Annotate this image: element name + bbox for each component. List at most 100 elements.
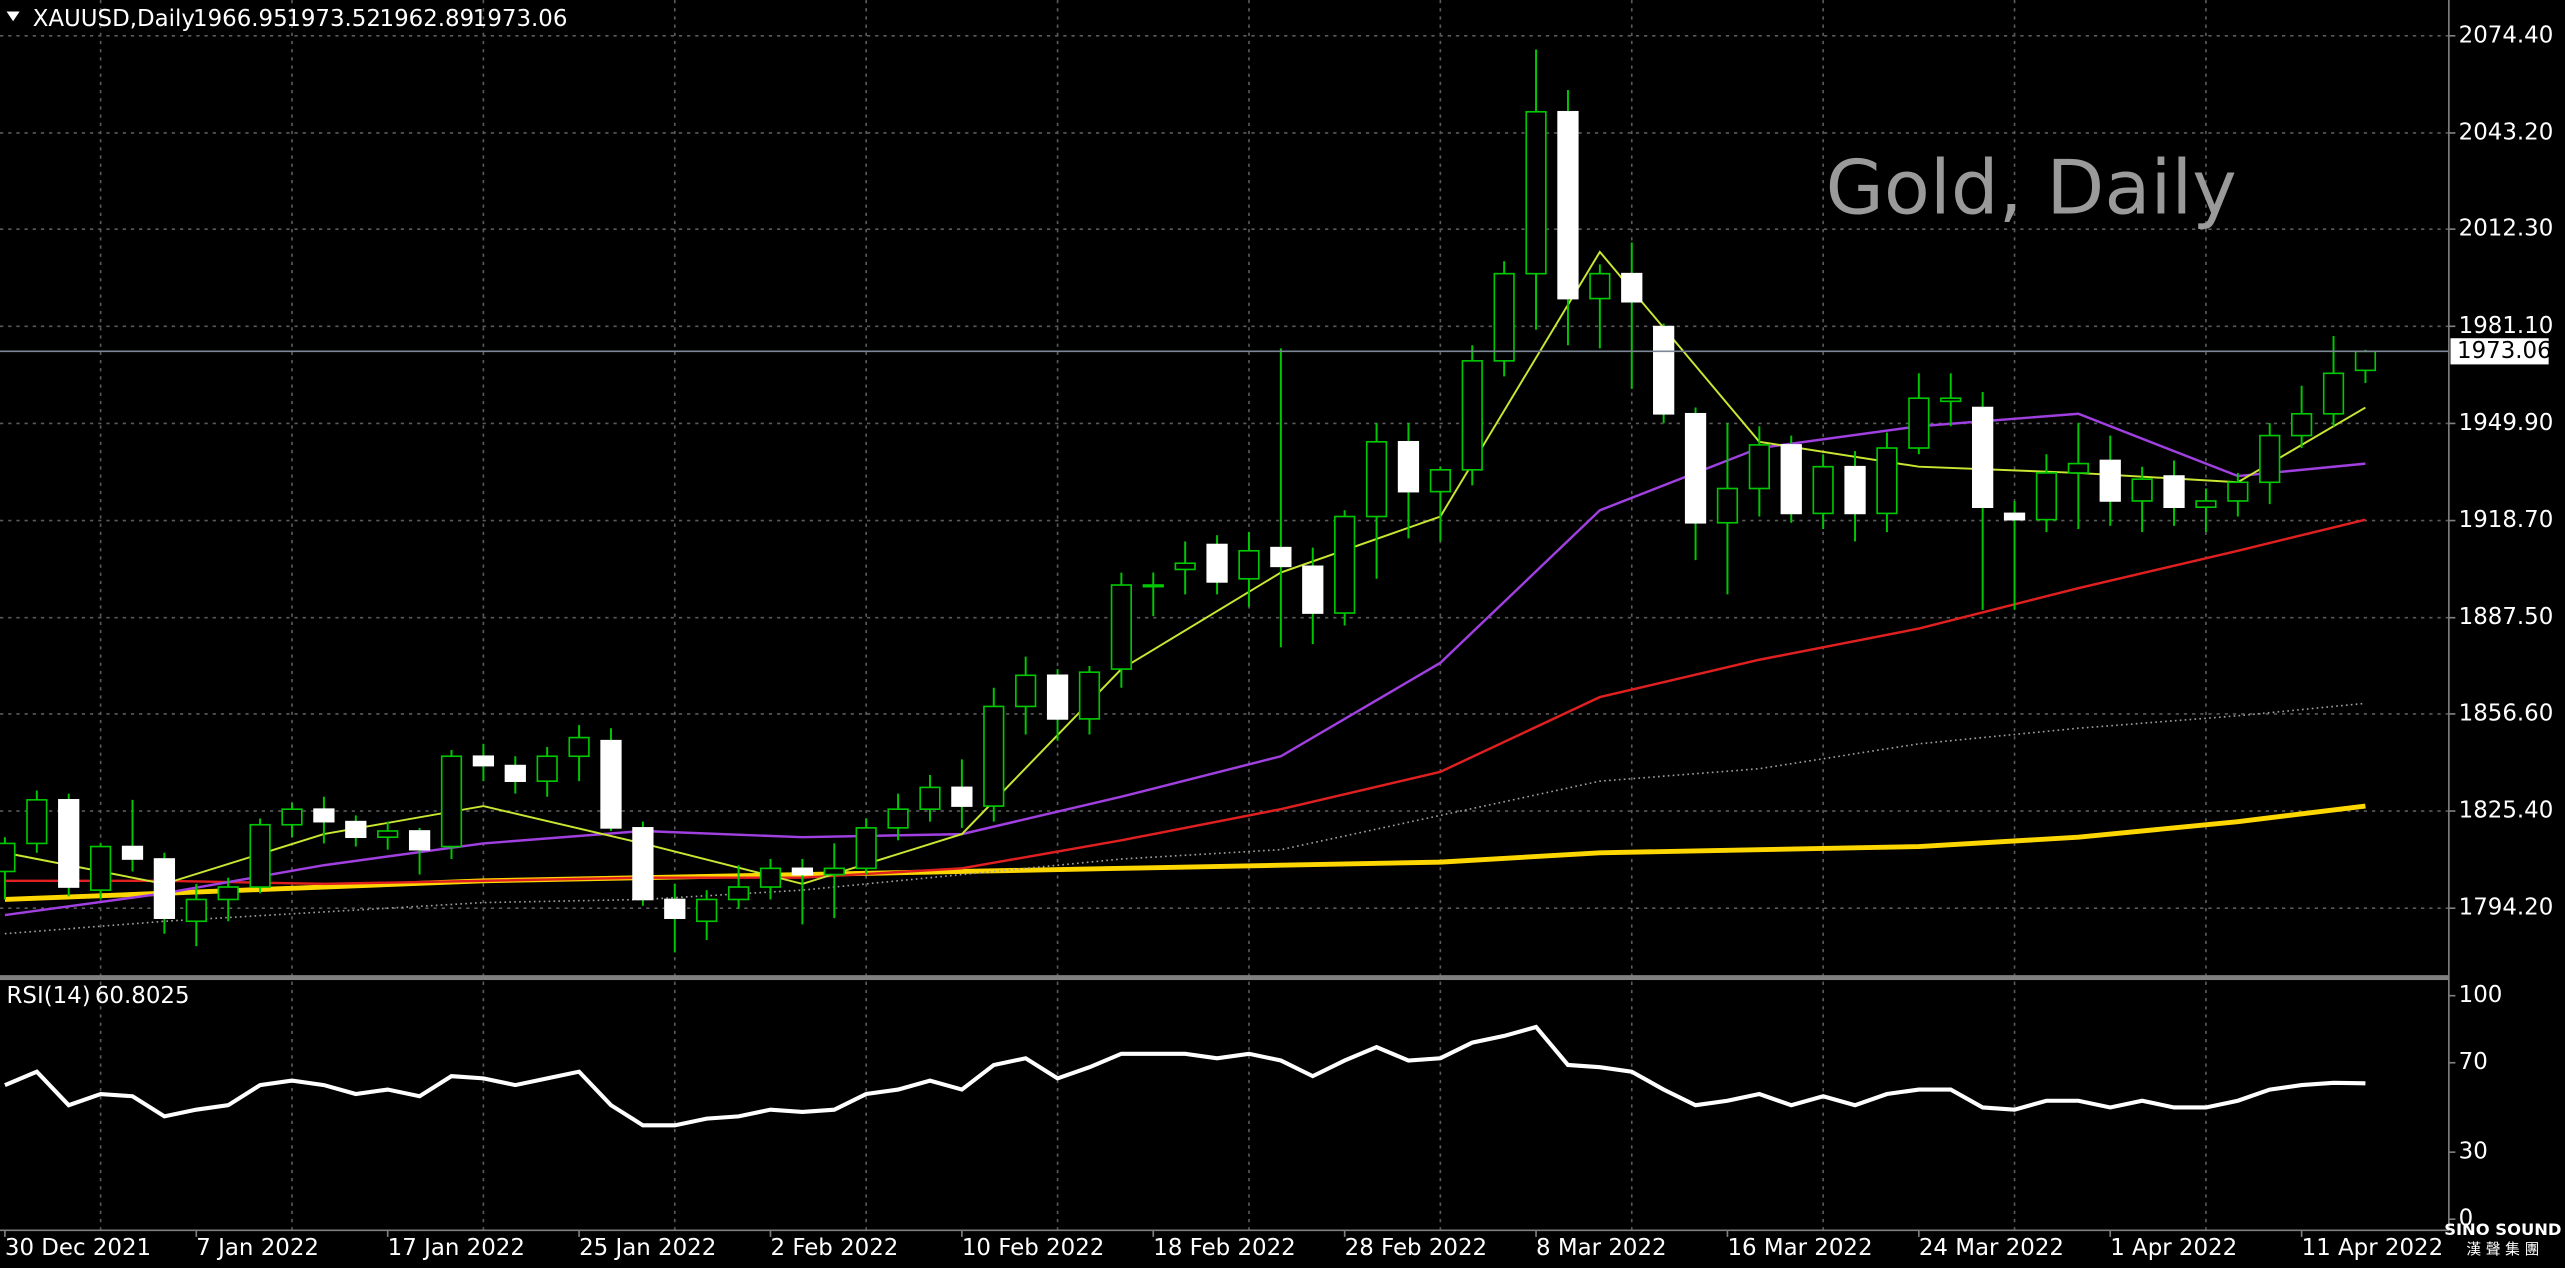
ohlc-high: 1973.52: [286, 6, 381, 32]
ohlc-close: 1973.06: [473, 6, 568, 32]
candle-body: [1972, 406, 1994, 508]
moving-average: [4, 412, 2366, 917]
ohlc-open: 1966.95: [193, 6, 288, 32]
candle-body: [2290, 412, 2313, 437]
current-price-label: 1973.06: [2457, 338, 2552, 364]
x-tick-label: 24 Mar 2022: [1919, 1235, 2064, 1261]
candle-body: [1461, 360, 1483, 471]
x-tick-label: 8 Mar 2022: [1536, 1235, 1667, 1261]
x-tick-label: 7 Jan 2022: [196, 1235, 319, 1261]
candle-body: [281, 808, 303, 826]
candle-body: [377, 830, 399, 839]
candle-body: [217, 886, 239, 901]
candle-body: [887, 808, 909, 829]
candle-body: [1780, 444, 1802, 515]
candle-body: [568, 736, 590, 758]
candle-body: [58, 799, 80, 888]
logo-subtitle: 漢 聲 集 團: [2466, 1241, 2539, 1258]
ohlc-low: 1962.89: [380, 6, 475, 32]
candle-body: [727, 886, 750, 901]
candle-body: [1844, 465, 1866, 515]
candle-body: [1525, 110, 1547, 275]
candle-body: [1621, 272, 1643, 303]
x-tick-label: 17 Jan 2022: [388, 1235, 525, 1261]
candle-body: [1397, 440, 1420, 493]
y-tick-label: 70: [2459, 1049, 2488, 1075]
candle-body: [2163, 475, 2185, 508]
rsi-title: RSI(14): [7, 983, 91, 1009]
x-tick-label: 28 Feb 2022: [1345, 1235, 1487, 1261]
candle-body: [1206, 543, 1228, 583]
candle-body: [951, 786, 973, 807]
rsi-value: 60.8025: [95, 983, 190, 1009]
x-tick-label: 10 Feb 2022: [962, 1235, 1104, 1261]
candle-body: [249, 823, 271, 888]
y-tick-label: 1825.40: [2459, 798, 2554, 824]
candle-body: [1589, 272, 1611, 300]
logo-name: SINO SOUND: [2444, 1220, 2561, 1239]
watermark: Gold, Daily: [1826, 144, 2237, 232]
candle-body: [2195, 500, 2217, 508]
candle-body: [1940, 397, 1962, 403]
candle-body: [1716, 487, 1739, 524]
y-tick-label: 1949.90: [2459, 410, 2554, 436]
candle-body: [1365, 440, 1388, 518]
candle-body: [2131, 478, 2153, 502]
candle-body: [1557, 110, 1579, 300]
candle-body: [408, 830, 431, 851]
panel-separator: [0, 975, 2449, 981]
candle-body: [1493, 272, 1515, 362]
candle-body: [472, 755, 495, 767]
candle-body: [791, 867, 814, 876]
y-tick-label: 2012.30: [2459, 216, 2554, 242]
candle-body: [2259, 434, 2281, 484]
candle-body: [664, 898, 686, 919]
candle-body: [1908, 397, 1930, 449]
candle-body: [1812, 465, 1834, 515]
moving-average: [4, 518, 2366, 886]
candle-body: [2354, 350, 2377, 372]
candle-body: [1653, 325, 1675, 415]
y-tick-label: 1918.70: [2459, 507, 2554, 533]
candle-body: [1684, 412, 1707, 524]
candle-body: [632, 827, 654, 901]
y-tick-label: 2074.40: [2459, 22, 2554, 48]
y-tick-label: 1981.10: [2459, 313, 2554, 339]
moving-average: [4, 250, 2366, 885]
x-tick-label: 1 Apr 2022: [2110, 1235, 2237, 1261]
plot: [0, 49, 2449, 1128]
candle-body: [185, 898, 207, 923]
candle-body: [1334, 515, 1356, 614]
candle-body: [1078, 671, 1101, 720]
candle-body: [1142, 584, 1164, 588]
x-tick-label: 25 Jan 2022: [579, 1235, 716, 1261]
candle-body: [1876, 447, 1898, 515]
y-tick-label: 0: [2459, 1206, 2474, 1232]
candle-body: [2227, 481, 2249, 502]
candle-body: [1046, 674, 1069, 720]
candle-body: [121, 845, 144, 860]
candle-body: [1748, 444, 1770, 490]
candle-body: [313, 808, 335, 823]
y-tick-label: 30: [2459, 1139, 2488, 1165]
x-tick-label: 30 Dec 2021: [5, 1235, 151, 1261]
candle-body: [2322, 372, 2345, 415]
candle-body: [1429, 469, 1451, 493]
candle-body: [440, 755, 463, 848]
candle-body: [345, 820, 367, 839]
candle-body: [1302, 565, 1324, 614]
candle-body: [696, 898, 718, 923]
candle-body: [2035, 472, 2058, 521]
candle-body: [919, 786, 941, 811]
rsi-line: [4, 1024, 2366, 1128]
x-tick-label: 11 Apr 2022: [2302, 1235, 2444, 1261]
y-tick-label: 1856.60: [2459, 700, 2554, 726]
y-tick-label: 1887.50: [2459, 604, 2554, 630]
y-tick-label: 1794.20: [2459, 895, 2554, 921]
candle-body: [2099, 459, 2121, 502]
collapse-icon[interactable]: [6, 11, 20, 22]
chart-title: XAUUSD,Daily: [33, 6, 195, 32]
current-price-box: [2450, 338, 2549, 365]
